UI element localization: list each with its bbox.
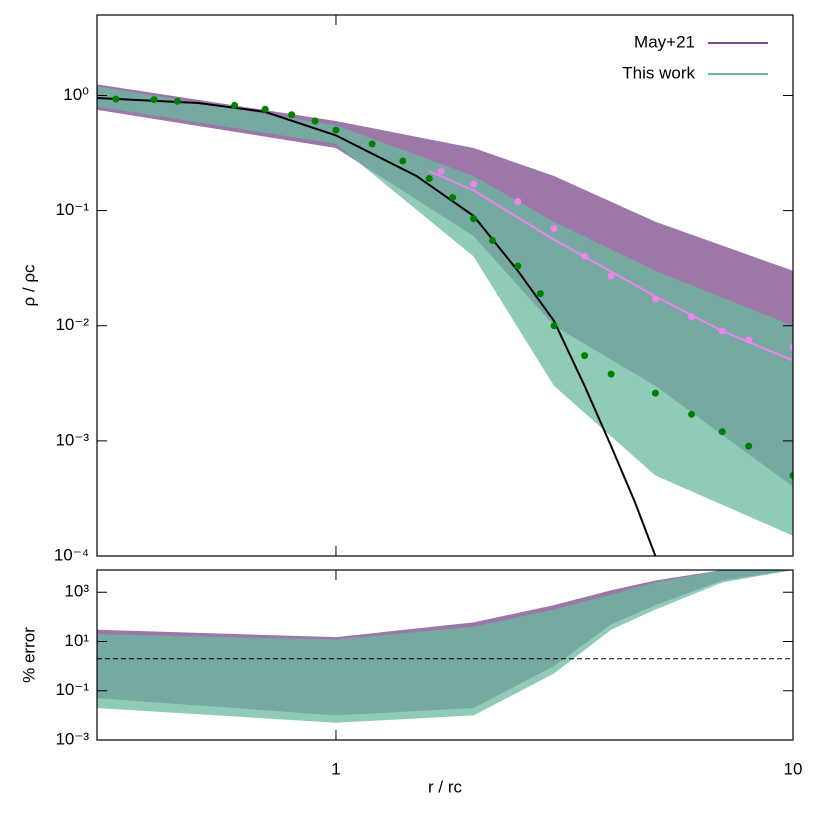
y-tick-label: 10⁻⁴: [54, 545, 89, 564]
data-point: [745, 336, 753, 344]
y-tick-label: 10⁻¹: [55, 200, 89, 219]
data-point: [261, 105, 269, 113]
frame: [96, 14, 794, 557]
data-point: [688, 410, 696, 418]
data-point: [470, 180, 478, 188]
data-point: [688, 313, 696, 321]
data-point: [425, 175, 433, 183]
data-point: [112, 95, 120, 103]
data-point: [514, 262, 522, 270]
legend-label: This work: [622, 63, 695, 82]
x-tick-label: 10: [784, 759, 803, 778]
data-point: [399, 157, 407, 165]
frame: [96, 569, 794, 741]
data-point: [718, 327, 726, 335]
data-point: [332, 126, 340, 134]
y-tick-label: 10⁻³: [55, 729, 89, 748]
legend-label: May+21: [634, 32, 695, 51]
data-point: [789, 343, 793, 351]
y-tick-label: 10⁻¹: [55, 680, 89, 699]
data-point: [789, 472, 793, 480]
y-tick-label: 10⁰: [63, 85, 89, 104]
plot-area: [97, 570, 793, 723]
y-tick-label: 10⁻³: [55, 430, 89, 449]
y-tick-label: 10⁻²: [55, 315, 89, 334]
data-point: [437, 167, 445, 175]
data-point: [581, 252, 589, 260]
data-point: [651, 295, 659, 303]
data-point: [550, 322, 558, 330]
profile-line: [97, 97, 657, 556]
data-point: [311, 117, 319, 125]
x-tick-label: 1: [331, 759, 340, 778]
data-point: [651, 389, 659, 397]
data-point: [368, 140, 376, 148]
data-point: [514, 197, 522, 205]
data-point: [745, 442, 753, 450]
data-point: [470, 215, 478, 223]
ensemble-band: [97, 570, 793, 723]
data-point: [173, 97, 181, 105]
data-point: [231, 101, 239, 109]
y-axis-label: ρ / ρc: [19, 264, 38, 307]
ensemble-band: [97, 86, 793, 536]
x-axis-label: r / rc: [428, 777, 462, 796]
y-tick-label: 10³: [64, 582, 89, 601]
data-point: [488, 236, 496, 244]
data-point: [718, 428, 726, 436]
data-point: [536, 290, 544, 298]
y-axis-label: % error: [19, 627, 38, 683]
data-point: [607, 272, 615, 280]
plot-area: [97, 84, 793, 556]
data-point: [449, 193, 457, 201]
data-point: [288, 111, 296, 119]
y-tick-label: 10¹: [64, 631, 89, 650]
data-point: [550, 224, 558, 232]
data-point: [150, 96, 158, 104]
profile-line: [428, 170, 793, 362]
data-point: [581, 352, 589, 360]
data-point: [607, 370, 615, 378]
